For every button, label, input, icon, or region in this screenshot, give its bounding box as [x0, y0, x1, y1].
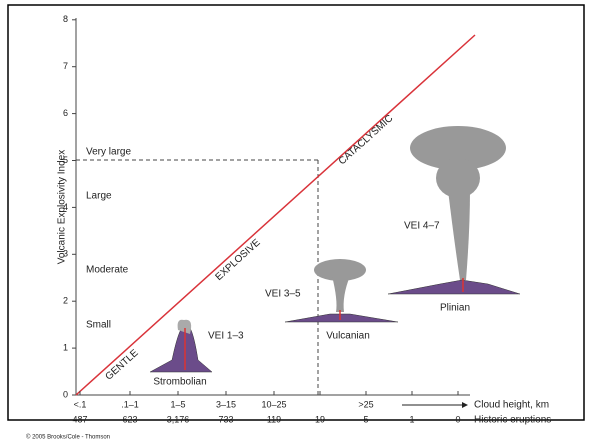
- diagram: Volcanic Explosivity Index Very large La…: [0, 0, 592, 444]
- copyright: © 2005 Brooks/Cole - Thomson: [26, 434, 110, 441]
- cloud-height: 3–15: [216, 399, 236, 409]
- vei-label: VEI 3–5: [265, 289, 301, 300]
- historic-eruptions: 623: [122, 414, 137, 424]
- vei-label: VEI 1–3: [208, 331, 244, 342]
- size-label: Small: [86, 320, 111, 331]
- explosivity-line: [76, 35, 475, 395]
- historic-eruptions: 19: [315, 414, 325, 424]
- cloud-height: <.1: [74, 399, 87, 409]
- size-label: Large: [86, 191, 112, 202]
- cloud-height: 10–25: [261, 399, 286, 409]
- cloud-height: .1–1: [121, 399, 139, 409]
- vulcanian-volcano: [285, 259, 398, 322]
- cloud-height: 1–5: [170, 399, 185, 409]
- historic-eruptions: 5: [363, 414, 368, 424]
- historic-eruptions: 3,176: [167, 414, 190, 424]
- size-label: Very large: [86, 147, 131, 158]
- volcano-name: Strombolian: [153, 377, 206, 388]
- historic-eruptions: 733: [218, 414, 233, 424]
- historic-eruptions: 1: [409, 414, 414, 424]
- cloud-height: >25: [358, 399, 373, 409]
- y-tick-label: 7: [63, 61, 68, 71]
- y-tick-label: 4: [63, 202, 68, 212]
- y-tick-label: 6: [63, 108, 68, 118]
- volcano-name: Plinian: [440, 303, 470, 314]
- y-tick-label: 2: [63, 296, 68, 306]
- vei-label: VEI 4–7: [404, 221, 440, 232]
- row-label: Historic eruptions: [474, 415, 551, 426]
- historic-eruptions: 487: [72, 414, 87, 424]
- historic-eruptions: 0: [455, 414, 460, 424]
- line-label: EXPLOSIVE: [214, 237, 263, 283]
- y-tick-label: 3: [63, 249, 68, 259]
- y-tick-label: 8: [63, 14, 68, 24]
- volcano-name: Vulcanian: [326, 331, 370, 342]
- row-label: Cloud height, km: [474, 400, 549, 411]
- historic-eruptions: 119: [267, 414, 281, 424]
- arrowhead: [462, 402, 468, 408]
- y-tick-label: 1: [63, 342, 68, 352]
- plinian-volcano: [388, 126, 520, 294]
- strombolian-volcano: [150, 320, 212, 372]
- size-label: Moderate: [86, 265, 129, 276]
- y-tick-label: 5: [63, 155, 68, 165]
- frame: [8, 5, 584, 420]
- line-label: CATACLYSMIC: [337, 113, 396, 167]
- y-tick-label: 0: [63, 389, 68, 399]
